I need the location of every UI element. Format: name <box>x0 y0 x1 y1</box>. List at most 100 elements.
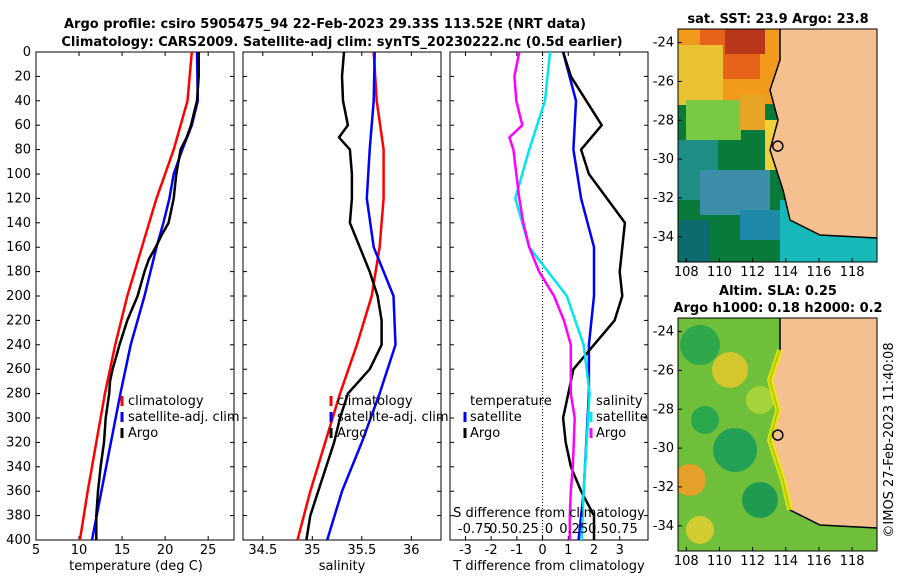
map-lat-label: -26 <box>653 74 674 89</box>
legend-label-s-argo: Argo <box>596 426 626 441</box>
series-layer <box>78 51 627 541</box>
argo-location-marker <box>772 429 784 441</box>
map-lat-label: -32 <box>653 191 674 206</box>
depth-tick-label: 120 <box>6 191 31 206</box>
temperature-panel <box>35 51 235 541</box>
depth-tick-label: 140 <box>6 216 31 231</box>
legend-label-climatology: climatology <box>337 394 413 409</box>
map-lat-label: -24 <box>653 36 674 51</box>
map-lon-label: 110 <box>707 265 732 280</box>
map-lon-label: 112 <box>740 265 765 280</box>
sla-map-frame <box>677 317 878 552</box>
map-lat-label: -24 <box>653 325 674 340</box>
legend-title-temperature: temperature <box>470 394 552 409</box>
map-lon-label: 110 <box>707 554 732 569</box>
depth-tick-label: 0 <box>23 45 31 60</box>
temperature-legend: climatology satellite-adj. clim Argo <box>120 394 240 441</box>
x-tick-label: 2 <box>590 543 598 558</box>
temperature-line-argo <box>95 52 200 540</box>
map-lon-label: 108 <box>674 554 699 569</box>
depth-tick-label: 40 <box>14 94 31 109</box>
map-lon-label: 108 <box>674 265 699 280</box>
depth-tick-label: 180 <box>6 265 31 280</box>
map-lon-label: 116 <box>807 554 832 569</box>
legend-label-s-satellite: satellite <box>596 410 648 425</box>
x-tick-label: 25 <box>200 543 217 558</box>
salinity-panel <box>242 51 442 541</box>
x-tick-label: 35 <box>304 543 321 558</box>
temperature-line-climatology <box>78 51 194 541</box>
x-tick-label: 10 <box>71 543 88 558</box>
legend-label-argo: Argo <box>128 426 158 441</box>
sla-map-ticks: 108 110 112 114 116 118 -24 -26 -28 -30 -32 -34 <box>653 325 865 569</box>
map-lat-label: -34 <box>653 519 674 534</box>
depth-tick-label: 400 <box>6 533 31 548</box>
s-diff-tick-label: 0.5 <box>588 522 609 537</box>
salinity-line-argo <box>305 51 383 541</box>
legend-label-satellite: satellite-adj. clim <box>337 410 449 425</box>
sst-map-frame <box>677 28 878 263</box>
map-lat-label: -28 <box>653 113 674 128</box>
argo-location-marker <box>772 140 784 152</box>
x-tick-label: 20 <box>157 543 174 558</box>
depth-tick-label: 380 <box>6 509 31 524</box>
s-diff-tick-label: 0.25 <box>559 522 588 537</box>
salinity-legend: climatology satellite-adj. clim Argo <box>329 394 449 441</box>
x-tick-labels: 5 10 15 20 25 34.5 35 35.5 36 -3 -2 -1 0 1 2 3 <box>32 543 624 558</box>
sst-map-ticks: 108 110 112 114 116 118 -24 -26 -28 -30 -32 -34 <box>653 36 865 280</box>
x-tick-label: 15 <box>114 543 131 558</box>
s-diff-tick-label: 0.25 <box>510 522 539 537</box>
map-lon-label: 116 <box>807 265 832 280</box>
difference-legend: temperature satellite Argo salinity sate… <box>463 394 648 441</box>
difference-line-s-satellite <box>514 51 591 541</box>
depth-tick-label: 80 <box>14 143 31 158</box>
depth-tick-label: 20 <box>14 69 31 84</box>
s-difference-tick-labels: -0.750.5 0.25 0 0.25 0.5 0.75 <box>458 522 638 537</box>
difference-top-xlabel: S difference from climatology <box>453 506 645 521</box>
legend-title-salinity: salinity <box>596 394 643 409</box>
tick-marks <box>35 51 648 541</box>
map-lat-label: -34 <box>653 230 674 245</box>
salinity-line-satellite-adj-clim <box>326 51 397 541</box>
legend-label-climatology: climatology <box>128 394 204 409</box>
sst-map <box>678 29 877 262</box>
difference-line-s-argo <box>508 51 576 540</box>
depth-tick-label: 280 <box>6 387 31 402</box>
difference-xlabel: T difference from climatology <box>452 559 645 574</box>
depth-tick-label: 60 <box>14 118 31 133</box>
x-tick-label: 5 <box>32 543 40 558</box>
s-diff-tick-label: -0.75 <box>458 522 492 537</box>
legend-label-argo: Argo <box>337 426 367 441</box>
depth-tick-label: 360 <box>6 484 31 499</box>
depth-tick-label: 340 <box>6 460 31 475</box>
figure-title-line2: Climatology: CARS2009. Satellite-adj cli… <box>61 35 622 50</box>
depth-tick-label: 300 <box>6 411 31 426</box>
x-tick-label: 1 <box>564 543 572 558</box>
x-tick-label: 0 <box>538 543 546 558</box>
figure-title-line1: Argo profile: csiro 5905475_94 22-Feb-20… <box>64 17 586 32</box>
depth-tick-label: 100 <box>6 167 31 182</box>
map-lon-label: 114 <box>773 554 798 569</box>
x-tick-label: -1 <box>510 543 523 558</box>
sla-map-title1: Altim. SLA: 0.25 <box>719 284 837 299</box>
map-lat-label: -30 <box>653 152 674 167</box>
map-lat-label: -26 <box>653 363 674 378</box>
map-lat-label: -30 <box>653 441 674 456</box>
salinity-xlabel: salinity <box>319 559 366 574</box>
map-lat-label: -32 <box>653 480 674 495</box>
sla-map-title2: Argo h1000: 0.18 h2000: 0.2 <box>673 301 882 316</box>
temperature-xlabel: temperature (deg C) <box>69 559 203 574</box>
sst-map-title: sat. SST: 23.9 Argo: 23.8 <box>687 12 868 27</box>
difference-panel <box>449 51 649 541</box>
imos-credit: ©IMOS 27-Feb-2023 11:40:08 <box>882 342 897 537</box>
map-lon-label: 112 <box>740 554 765 569</box>
legend-label-t-satellite: satellite <box>470 410 522 425</box>
x-tick-label: 34.5 <box>248 543 277 558</box>
map-lon-label: 118 <box>840 265 865 280</box>
legend-label-t-argo: Argo <box>470 426 500 441</box>
sla-map <box>678 318 877 551</box>
map-lon-label: 118 <box>840 554 865 569</box>
s-diff-tick-label: 0.5 <box>489 522 510 537</box>
depth-tick-label: 320 <box>6 435 31 450</box>
